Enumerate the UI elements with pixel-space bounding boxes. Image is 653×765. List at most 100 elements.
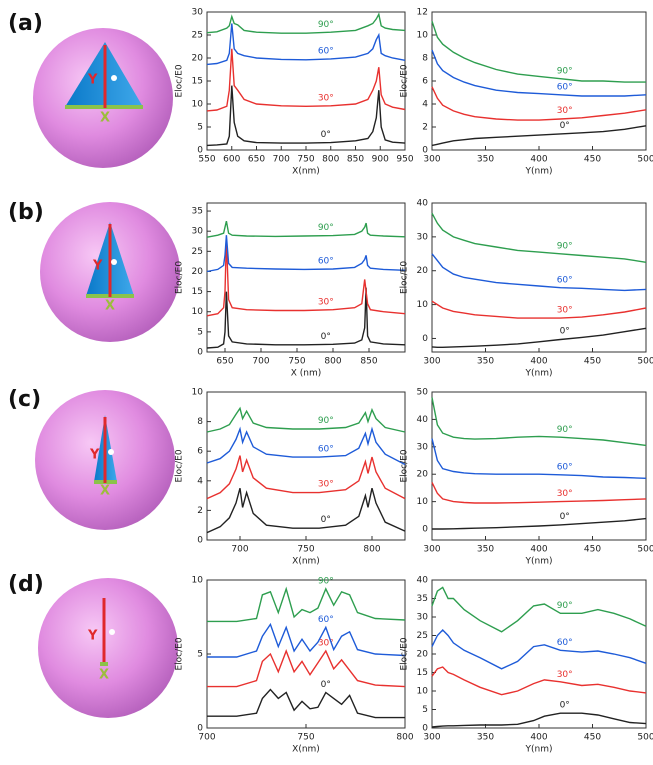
series-line	[206, 426, 406, 466]
series-line	[206, 455, 406, 500]
y-tick-label: 5	[197, 650, 203, 660]
x-tick-label: 850	[360, 357, 377, 367]
x-tick-label: 400	[530, 357, 547, 367]
series-label: 0°	[560, 701, 570, 711]
x-tick-label: 500	[637, 155, 653, 165]
series-line	[431, 125, 647, 147]
x-tick-label: 950	[396, 155, 413, 165]
x-axis-title: X(nm)	[292, 745, 320, 755]
x-tick-label: 700	[252, 357, 269, 367]
x-tick-label: 450	[584, 733, 601, 743]
x-tick-label: 350	[477, 545, 494, 555]
plot-frame	[431, 391, 647, 541]
series-label: 0°	[321, 332, 331, 342]
series-line	[431, 20, 646, 83]
series-label: 60°	[318, 47, 334, 57]
x-tick-label: 650	[248, 155, 265, 165]
x-tick-label: 450	[584, 545, 601, 555]
x-tick-label: 750	[297, 733, 314, 743]
x-tick-label: 500	[637, 733, 653, 743]
series-label: 0°	[321, 130, 331, 140]
diagram-b	[40, 202, 180, 342]
series-line	[431, 438, 647, 479]
y-tick-label: 5	[197, 327, 203, 337]
y-tick-label: 35	[417, 594, 428, 604]
y-tick-label: 0	[197, 724, 203, 734]
series-line	[431, 712, 647, 728]
x-axis-title: Y(nm)	[525, 557, 553, 567]
x-label: X	[105, 299, 115, 314]
y-tick-label: 5	[197, 123, 203, 133]
y-tick-label: 5	[422, 705, 428, 715]
panel-label: (b)	[8, 200, 44, 225]
y-tick-label: 15	[417, 668, 428, 678]
series-line	[206, 12, 406, 34]
series-label: 30°	[318, 479, 334, 489]
x-tick-label: 650	[216, 357, 233, 367]
y-tick-label: 12	[417, 8, 428, 18]
y-tick-label: 10	[417, 300, 429, 310]
series-label: 0°	[321, 680, 331, 690]
x-tick-label: 800	[396, 733, 413, 743]
y-label: Y	[87, 73, 98, 88]
x-tick-label: 800	[324, 357, 341, 367]
y-tick-label: 0	[197, 146, 203, 156]
series-label: 30°	[318, 93, 334, 103]
x-axis-title: X(nm)	[292, 167, 320, 177]
y-tick-label: 20	[417, 266, 429, 276]
y-tick-label: 40	[417, 199, 429, 209]
x-axis-title: Y(nm)	[525, 369, 553, 379]
y-tick-label: 2	[197, 506, 203, 516]
y-tick-label: 20	[192, 267, 204, 277]
series-label: 0°	[560, 327, 570, 337]
series-line	[431, 300, 647, 319]
y-tick-label: 15	[192, 77, 203, 87]
series-line	[431, 212, 647, 263]
y-tick-label: 10	[192, 388, 204, 398]
series-line	[206, 235, 406, 273]
x-tick-label: 400	[530, 155, 547, 165]
y-tick-label: 6	[197, 447, 203, 457]
series-label: 90°	[557, 601, 573, 611]
series-label: 0°	[321, 515, 331, 525]
y-label: Y	[87, 629, 98, 644]
y-tick-label: 0	[422, 334, 428, 344]
plot-frame	[206, 202, 406, 353]
series-line	[206, 239, 406, 317]
x-tick-label: 700	[198, 733, 215, 743]
series-label: 90°	[318, 20, 334, 30]
y-tick-label: 30	[192, 227, 204, 237]
series-line	[431, 628, 647, 670]
series-label: 90°	[318, 576, 334, 586]
x-label: X	[100, 484, 110, 499]
series-line	[431, 482, 647, 504]
x-tick-label: 400	[530, 545, 547, 555]
series-line	[206, 48, 406, 112]
x-tick-label: 350	[477, 733, 494, 743]
series-label: 60°	[557, 462, 573, 472]
y-tick-label: 10	[417, 687, 429, 697]
diagram-d	[38, 578, 178, 718]
panel-label: (c)	[8, 387, 41, 412]
series-label: 60°	[557, 638, 573, 648]
y-tick-label: 8	[422, 54, 428, 64]
series-label: 0°	[560, 512, 570, 522]
panel-label: (d)	[8, 572, 44, 597]
series-line	[207, 688, 405, 719]
y-tick-label: 2	[422, 123, 428, 133]
x-tick-label: 350	[477, 155, 494, 165]
x-tick-label: 750	[297, 155, 314, 165]
y-tick-label: 8	[197, 417, 203, 427]
y-tick-label: 4	[422, 100, 428, 110]
diagram-a	[33, 28, 173, 168]
dot	[111, 259, 117, 265]
x-tick-label: 300	[423, 357, 440, 367]
dot	[109, 629, 115, 635]
series-label: 30°	[557, 305, 573, 315]
x-tick-label: 850	[347, 155, 364, 165]
series-line	[432, 517, 647, 530]
series-label: 30°	[557, 106, 573, 116]
y-label: Y	[92, 259, 103, 274]
y-tick-label: 6	[422, 77, 428, 87]
